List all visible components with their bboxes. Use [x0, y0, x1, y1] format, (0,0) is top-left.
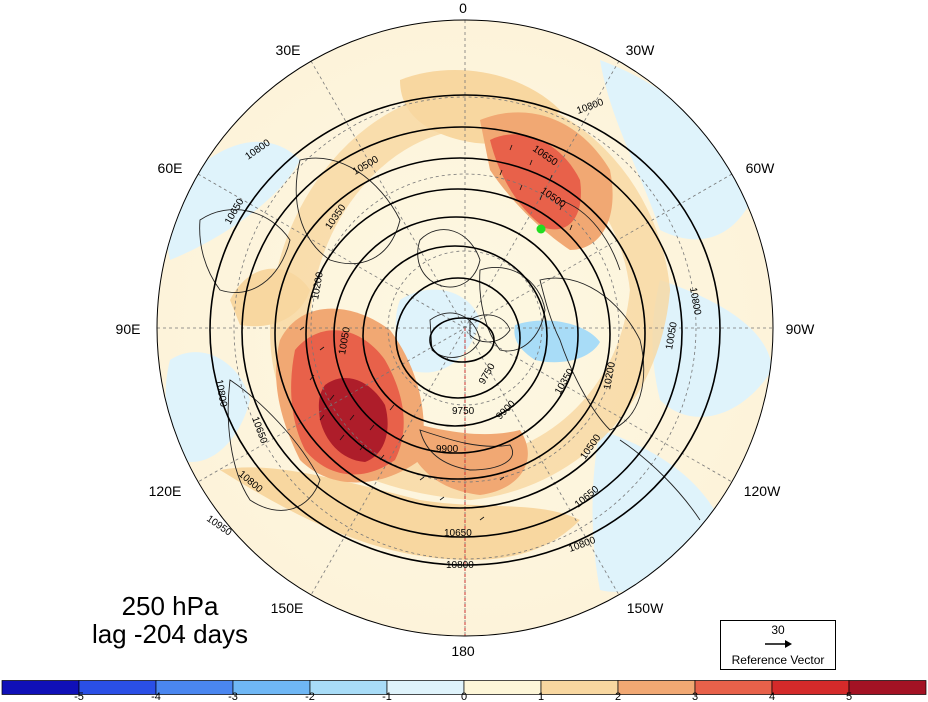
lon-label-120e: 120E [148, 483, 182, 499]
contour-label: 10800 [213, 379, 229, 409]
colorbar-segment [848, 680, 927, 695]
contour-label: 10200 [602, 361, 618, 391]
colorbar-tick-label: 5 [845, 691, 853, 702]
contour-label: 10800 [446, 560, 474, 571]
colorbar-tick-label: -2 [305, 691, 315, 702]
contour-label: 9900 [436, 444, 459, 455]
colorbar-segment [309, 680, 388, 695]
lon-label-30w: 30W [625, 42, 655, 58]
colorbar-tick-label: -3 [228, 691, 238, 702]
pressure-level: 250 hPa [121, 591, 219, 621]
colorbar-tick-label: -4 [151, 691, 161, 702]
lon-label-60w: 60W [745, 160, 775, 176]
plot-title: 250 hPa lag -204 days [70, 592, 270, 648]
lon-label-120w: 120W [743, 483, 781, 499]
location-marker [536, 224, 546, 234]
map-border [156, 19, 774, 637]
colorbar-tick-label: -5 [74, 691, 84, 702]
lon-label-150e: 150E [270, 600, 304, 616]
colorbar-tick-label: 1 [537, 691, 545, 702]
colorbar-segment [1, 680, 80, 695]
colorbar-tick-label: 4 [768, 691, 776, 702]
lon-label-180: 180 [451, 643, 475, 659]
lon-label-90w: 90W [785, 321, 815, 337]
wind-vectors [299, 144, 573, 521]
colorbar-tick-label: 0 [460, 691, 468, 702]
colorbar-segment [463, 680, 542, 695]
lon-label-30e: 30E [275, 42, 301, 58]
reference-vector-label: Reference Vector [731, 653, 825, 667]
polar-map: 10800 10650 10500 10500 10800 10650 1035… [156, 19, 774, 637]
contour-label: 10800 [687, 287, 703, 317]
contour-label: 10200 [310, 271, 326, 301]
contour-label: 10050 [337, 326, 353, 356]
colorbar-segment [155, 680, 234, 695]
colorbar-tick-label: 2 [614, 691, 622, 702]
lag-label: lag -204 days [91, 619, 249, 649]
reference-arrow-icon [765, 640, 792, 648]
colorbar-segment [232, 680, 311, 695]
lon-label-60e: 60E [157, 160, 183, 176]
colorbar-segment [78, 680, 157, 695]
contour-label: 9750 [452, 406, 475, 417]
colorbar-segment [694, 680, 773, 695]
colorbar-tick-label: 3 [691, 691, 699, 702]
lon-label-150w: 150W [626, 600, 664, 616]
reference-vector-box: 30 Reference Vector [720, 620, 836, 670]
lon-label-90e: 90E [115, 321, 141, 337]
contour-label: 10650 [444, 528, 472, 539]
colorbar-segment [771, 680, 850, 695]
colorbar [1, 680, 927, 695]
colorbar-segment [540, 680, 619, 695]
reference-vector-magnitude: 30 [771, 623, 785, 637]
colorbar-tick-label: -1 [382, 691, 392, 702]
lon-label-0: 0 [459, 0, 467, 16]
contour-label: 10050 [664, 321, 680, 351]
colorbar-segment [386, 680, 465, 695]
colorbar-segment [617, 680, 696, 695]
